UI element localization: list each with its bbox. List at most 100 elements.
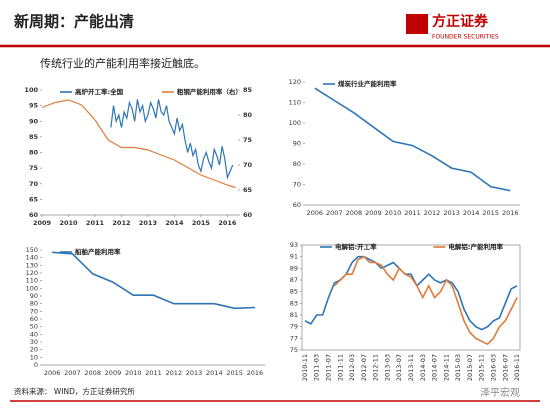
series-line xyxy=(110,99,234,180)
y-tick-label: 70 xyxy=(29,180,39,188)
y-tick-label: 80 xyxy=(30,300,38,308)
y-tick-label: 110 xyxy=(26,277,38,285)
x-tick-label: 2012 xyxy=(424,209,441,217)
y-tick-label: 75 xyxy=(29,164,39,172)
x-tick-label: 2009 xyxy=(105,369,122,377)
slide-title: 新周期：产能出清 xyxy=(14,13,134,31)
y-tick-label: 100 xyxy=(289,119,301,127)
x-tick-label: 2009 xyxy=(365,209,382,217)
y-tick-label: 95 xyxy=(29,102,39,110)
y-tick-label: 90 xyxy=(30,292,38,300)
y-tick-label: 120 xyxy=(289,78,301,86)
x-tick-label: 2016 xyxy=(247,369,264,377)
y-tick-label: 80 xyxy=(29,149,39,157)
x-tick-label: 2016-07 xyxy=(501,354,509,381)
x-tick-label: 2014-07 xyxy=(431,354,439,381)
x-tick-label: 2014-03 xyxy=(419,354,427,381)
x-tick-label: 2011-07 xyxy=(325,354,333,381)
legend-label: 高炉开工率:全国 xyxy=(75,87,124,96)
x-tick-label: 2013 xyxy=(186,369,203,377)
x-tick-label: 2011 xyxy=(145,369,162,377)
series-line xyxy=(333,255,518,346)
legend-label: 船舶产能利用率 xyxy=(75,247,121,256)
y-tick-label: 0 xyxy=(34,361,38,369)
y-tick-label: 83 xyxy=(290,299,298,307)
plot-frame xyxy=(301,244,521,351)
x-tick-label: 2010 xyxy=(385,209,402,217)
y-tick-label: 60 xyxy=(30,315,38,323)
y2-tick-label: 75 xyxy=(243,136,253,144)
x-tick-label: 2010 xyxy=(59,219,78,227)
y-tick-label: 20 xyxy=(30,346,38,354)
y-tick-label: 93 xyxy=(290,241,298,249)
x-tick-label: 2015 xyxy=(482,209,499,217)
legend-label: 粗钢产能利用率（右） xyxy=(177,87,242,96)
y-tick-label: 60 xyxy=(293,201,301,209)
x-tick-label: 2006 xyxy=(44,369,61,377)
y-tick-label: 30 xyxy=(30,338,38,346)
logo-icon xyxy=(406,14,428,34)
x-tick-label: 2007 xyxy=(326,209,343,217)
y-tick-label: 80 xyxy=(293,160,301,168)
x-tick-label: 2008 xyxy=(346,209,363,217)
y-tick-label: 79 xyxy=(290,323,298,331)
x-tick-label: 2014 xyxy=(463,209,480,217)
y-tick-label: 60 xyxy=(29,211,39,219)
y-tick-label: 120 xyxy=(26,269,38,277)
x-tick-label: 2013 xyxy=(443,209,460,217)
x-tick-label: 2016-11 xyxy=(513,354,521,381)
y-tick-label: 70 xyxy=(30,307,38,315)
y-tick-label: 100 xyxy=(24,86,38,94)
x-tick-label: 2016-03 xyxy=(489,354,497,381)
x-tick-label: 2015 xyxy=(226,369,243,377)
x-tick-label: 2014-11 xyxy=(442,354,450,381)
y-tick-label: 150 xyxy=(26,246,38,254)
x-tick-label: 2012-03 xyxy=(348,354,356,381)
watermark: 泽平宏观 xyxy=(480,386,520,399)
x-tick-label: 2011-11 xyxy=(336,354,344,381)
y-tick-label: 140 xyxy=(26,254,38,262)
y-tick-label: 130 xyxy=(26,261,38,269)
x-tick-label: 2006 xyxy=(306,209,323,217)
y-tick-label: 10 xyxy=(30,353,38,361)
logo-text: 方正证券 xyxy=(432,13,489,30)
y-tick-label: 77 xyxy=(290,334,298,342)
x-tick-label: 2016 xyxy=(218,219,237,227)
x-tick-label: 2013-07 xyxy=(395,354,403,381)
x-tick-label: 2012-11 xyxy=(372,354,380,381)
x-tick-label: 2015-11 xyxy=(478,354,486,381)
legend-label: 电解铝:开工率 xyxy=(335,242,377,251)
y2-tick-label: 85 xyxy=(243,86,253,94)
x-tick-label: 2012 xyxy=(165,369,182,377)
y-tick-label: 75 xyxy=(290,346,298,354)
source: 资料来源： WIND，方正证券研究所 xyxy=(14,386,135,396)
x-tick-label: 2014 xyxy=(165,219,184,227)
series-line xyxy=(41,99,236,189)
y-tick-label: 89 xyxy=(290,264,298,272)
x-tick-label: 2015 xyxy=(192,219,211,227)
y-tick-label: 50 xyxy=(30,323,38,331)
subtitle: 传统行业的产能利用率接近触底。 xyxy=(40,56,205,70)
x-tick-label: 2009 xyxy=(33,219,52,227)
x-tick-label: 2012-07 xyxy=(360,354,368,381)
y-tick-label: 100 xyxy=(26,284,38,292)
x-tick-label: 2013-11 xyxy=(407,354,415,381)
y-tick-label: 110 xyxy=(289,99,301,107)
y-tick-label: 40 xyxy=(30,330,38,338)
x-tick-label: 2012 xyxy=(112,219,130,227)
x-tick-label: 2010-11 xyxy=(301,354,309,381)
x-tick-label: 2010 xyxy=(125,369,142,377)
y-tick-label: 91 xyxy=(290,253,298,261)
y-tick-label: 81 xyxy=(290,311,298,319)
y-tick-label: 90 xyxy=(29,117,39,125)
y-tick-label: 65 xyxy=(29,195,39,203)
y-tick-label: 85 xyxy=(290,288,298,296)
y-tick-label: 87 xyxy=(290,276,298,284)
y2-tick-label: 65 xyxy=(243,186,253,194)
x-tick-label: 2011-03 xyxy=(313,354,321,381)
series-line xyxy=(314,87,511,192)
x-tick-label: 2011 xyxy=(404,209,421,217)
y-tick-label: 85 xyxy=(29,133,39,141)
